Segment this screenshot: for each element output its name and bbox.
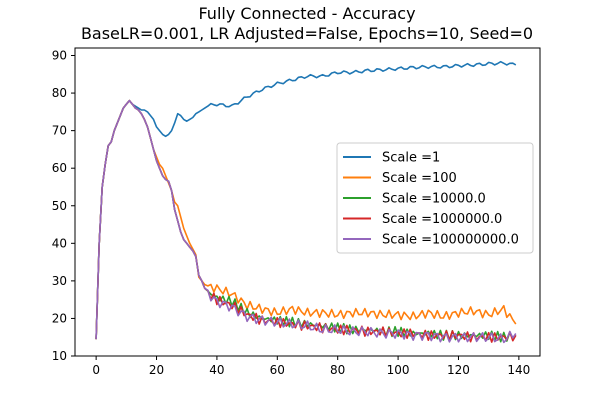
chart-title: Fully Connected - Accuracy xyxy=(198,4,415,23)
legend-label: Scale =10000.0 xyxy=(382,192,486,207)
y-tick-label: 30 xyxy=(52,274,67,288)
plot-frame xyxy=(74,47,541,357)
x-tick-label: 40 xyxy=(209,363,224,377)
legend-label: Scale =100000000.0 xyxy=(382,233,519,248)
x-tick-label: 100 xyxy=(387,363,410,377)
x-tick-label: 60 xyxy=(270,363,285,377)
legend: Scale =1 Scale =100 Scale =10000.0 Scale =1… xyxy=(336,142,534,254)
legend-label: Scale =1000000.0 xyxy=(382,212,502,227)
series-layer xyxy=(95,60,517,344)
legend-label: Scale =1 xyxy=(382,151,440,166)
y-tick-label: 10 xyxy=(52,349,67,363)
legend-box xyxy=(336,142,534,254)
x-axis: 0 20 40 60 80 100 120 140 xyxy=(92,356,530,377)
y-tick-label: 20 xyxy=(52,311,67,325)
legend-label: Scale =100 xyxy=(382,171,457,186)
series-line-1 xyxy=(95,60,517,340)
y-tick-label: 60 xyxy=(52,161,67,175)
chart-subtitle: BaseLR=0.001, LR Adjusted=False, Epochs=… xyxy=(81,24,533,43)
y-tick-label: 90 xyxy=(52,49,67,63)
x-tick-label: 20 xyxy=(149,363,164,377)
x-tick-label: 80 xyxy=(330,363,345,377)
x-tick-label: 140 xyxy=(507,363,530,377)
y-axis: 10 20 30 40 50 60 70 80 90 xyxy=(52,49,75,363)
x-tick-label: 120 xyxy=(447,363,470,377)
series-line-2 xyxy=(95,99,517,340)
x-tick-label: 0 xyxy=(92,363,100,377)
series-line-5 xyxy=(95,99,517,344)
y-tick-label: 40 xyxy=(52,236,67,250)
y-tick-label: 80 xyxy=(52,86,67,100)
y-tick-label: 50 xyxy=(52,199,67,213)
y-tick-label: 70 xyxy=(52,124,67,138)
